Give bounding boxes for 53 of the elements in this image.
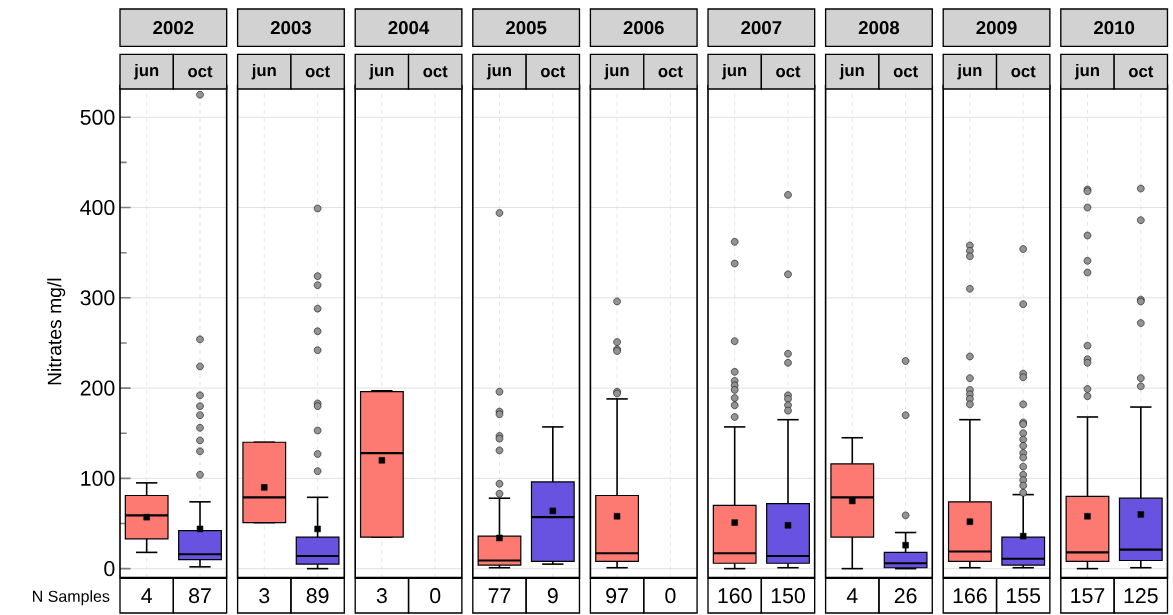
text: 77 <box>488 588 511 604</box>
chart-title: 2005 <box>506 21 547 35</box>
x-tick-label: jun <box>839 63 864 80</box>
x-tick-label: oct <box>1011 66 1036 78</box>
chart-title: 2007 <box>741 21 782 35</box>
text: 4 <box>141 588 152 604</box>
text: 3 <box>259 588 270 604</box>
text: 157 <box>1071 588 1105 604</box>
y-axis-title: Nitrates mg/l <box>47 278 66 385</box>
chart-title: 2009 <box>976 21 1017 35</box>
x-tick-label: oct <box>776 66 801 78</box>
y-tick-label: 100 <box>81 470 115 486</box>
text: 97 <box>606 588 628 604</box>
x-tick-label: jun <box>369 63 394 80</box>
text: 155 <box>1007 588 1041 604</box>
text: 150 <box>771 588 805 604</box>
x-tick-label: jun <box>957 63 982 80</box>
x-tick-label: oct <box>893 66 918 78</box>
x-tick-label: jun <box>133 63 159 80</box>
text: 166 <box>953 588 987 604</box>
text: 89 <box>306 588 329 604</box>
text: 26 <box>894 588 917 604</box>
text: 160 <box>718 588 752 604</box>
chart-title: 2010 <box>1094 21 1135 35</box>
text: 4 <box>846 588 858 604</box>
x-tick-label: jun <box>721 63 747 80</box>
x-tick-label: oct <box>423 66 448 78</box>
x-tick-label: oct <box>1128 66 1154 78</box>
chart-title: 2008 <box>858 21 900 35</box>
y-tick-label: 300 <box>80 290 115 306</box>
text: 87 <box>189 588 211 604</box>
y-tick-label: 0 <box>104 561 115 577</box>
text: N Samples <box>33 590 110 606</box>
y-tick-label: 500 <box>80 109 115 125</box>
text: 125 <box>1124 588 1158 604</box>
x-tick-label: oct <box>540 66 566 78</box>
y-tick-label: 400 <box>80 199 115 216</box>
text: 3 <box>376 588 387 604</box>
chart-title: 2006 <box>623 21 664 35</box>
text: 9 <box>547 588 558 604</box>
y-tick-label: 200 <box>80 380 115 396</box>
x-tick-label: jun <box>604 63 629 80</box>
chart-title: 2003 <box>270 21 312 35</box>
text: 0 <box>430 588 441 604</box>
chart-title: 2002 <box>153 21 194 35</box>
x-tick-label: jun <box>251 63 276 80</box>
chart-title: 2004 <box>388 21 430 35</box>
text: 0 <box>665 588 676 604</box>
x-tick-label: jun <box>1074 63 1099 80</box>
x-tick-label: jun <box>486 63 511 80</box>
x-tick-label: oct <box>658 66 683 78</box>
x-tick-label: oct <box>188 66 213 78</box>
x-tick-label: oct <box>305 66 330 78</box>
